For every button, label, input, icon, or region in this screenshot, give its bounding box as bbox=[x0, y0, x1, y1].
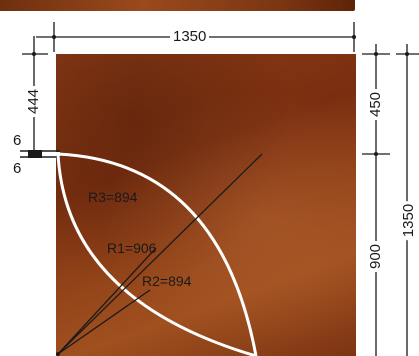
top-dimension-dot-right bbox=[352, 35, 356, 39]
right-top-label: 450 bbox=[367, 88, 384, 121]
offset-block bbox=[28, 150, 42, 158]
radius-r2-label: R2=894 bbox=[142, 273, 192, 289]
right-bottom-label: 900 bbox=[367, 240, 384, 273]
left-offset-label: 444 bbox=[25, 85, 42, 118]
r3-leader-line bbox=[57, 153, 263, 355]
right-outer-dot-top bbox=[405, 52, 409, 56]
right-total-label: 1350 bbox=[400, 200, 417, 241]
r1-leader-line bbox=[57, 247, 157, 355]
outer-arc-cut bbox=[57, 152, 258, 356]
radius-r1-label: R1=906 bbox=[107, 240, 157, 256]
inner-arc-cut bbox=[56, 153, 257, 356]
top-board-edge bbox=[0, 0, 355, 11]
r2-leader-line bbox=[57, 289, 151, 355]
wood-panel bbox=[56, 54, 356, 356]
left-gap-label-b: 6 bbox=[13, 160, 22, 177]
left-gap-label-a: 6 bbox=[13, 132, 22, 149]
right-dimension-dot-mid bbox=[374, 152, 378, 156]
left-dimension-dot-top bbox=[32, 52, 36, 56]
top-width-label: 1350 bbox=[170, 29, 210, 44]
top-dimension-dot-left bbox=[52, 35, 56, 39]
radius-r3-label: R3=894 bbox=[88, 189, 138, 205]
radius-origin-dot bbox=[56, 352, 60, 356]
right-dimension-dot-top bbox=[374, 52, 378, 56]
